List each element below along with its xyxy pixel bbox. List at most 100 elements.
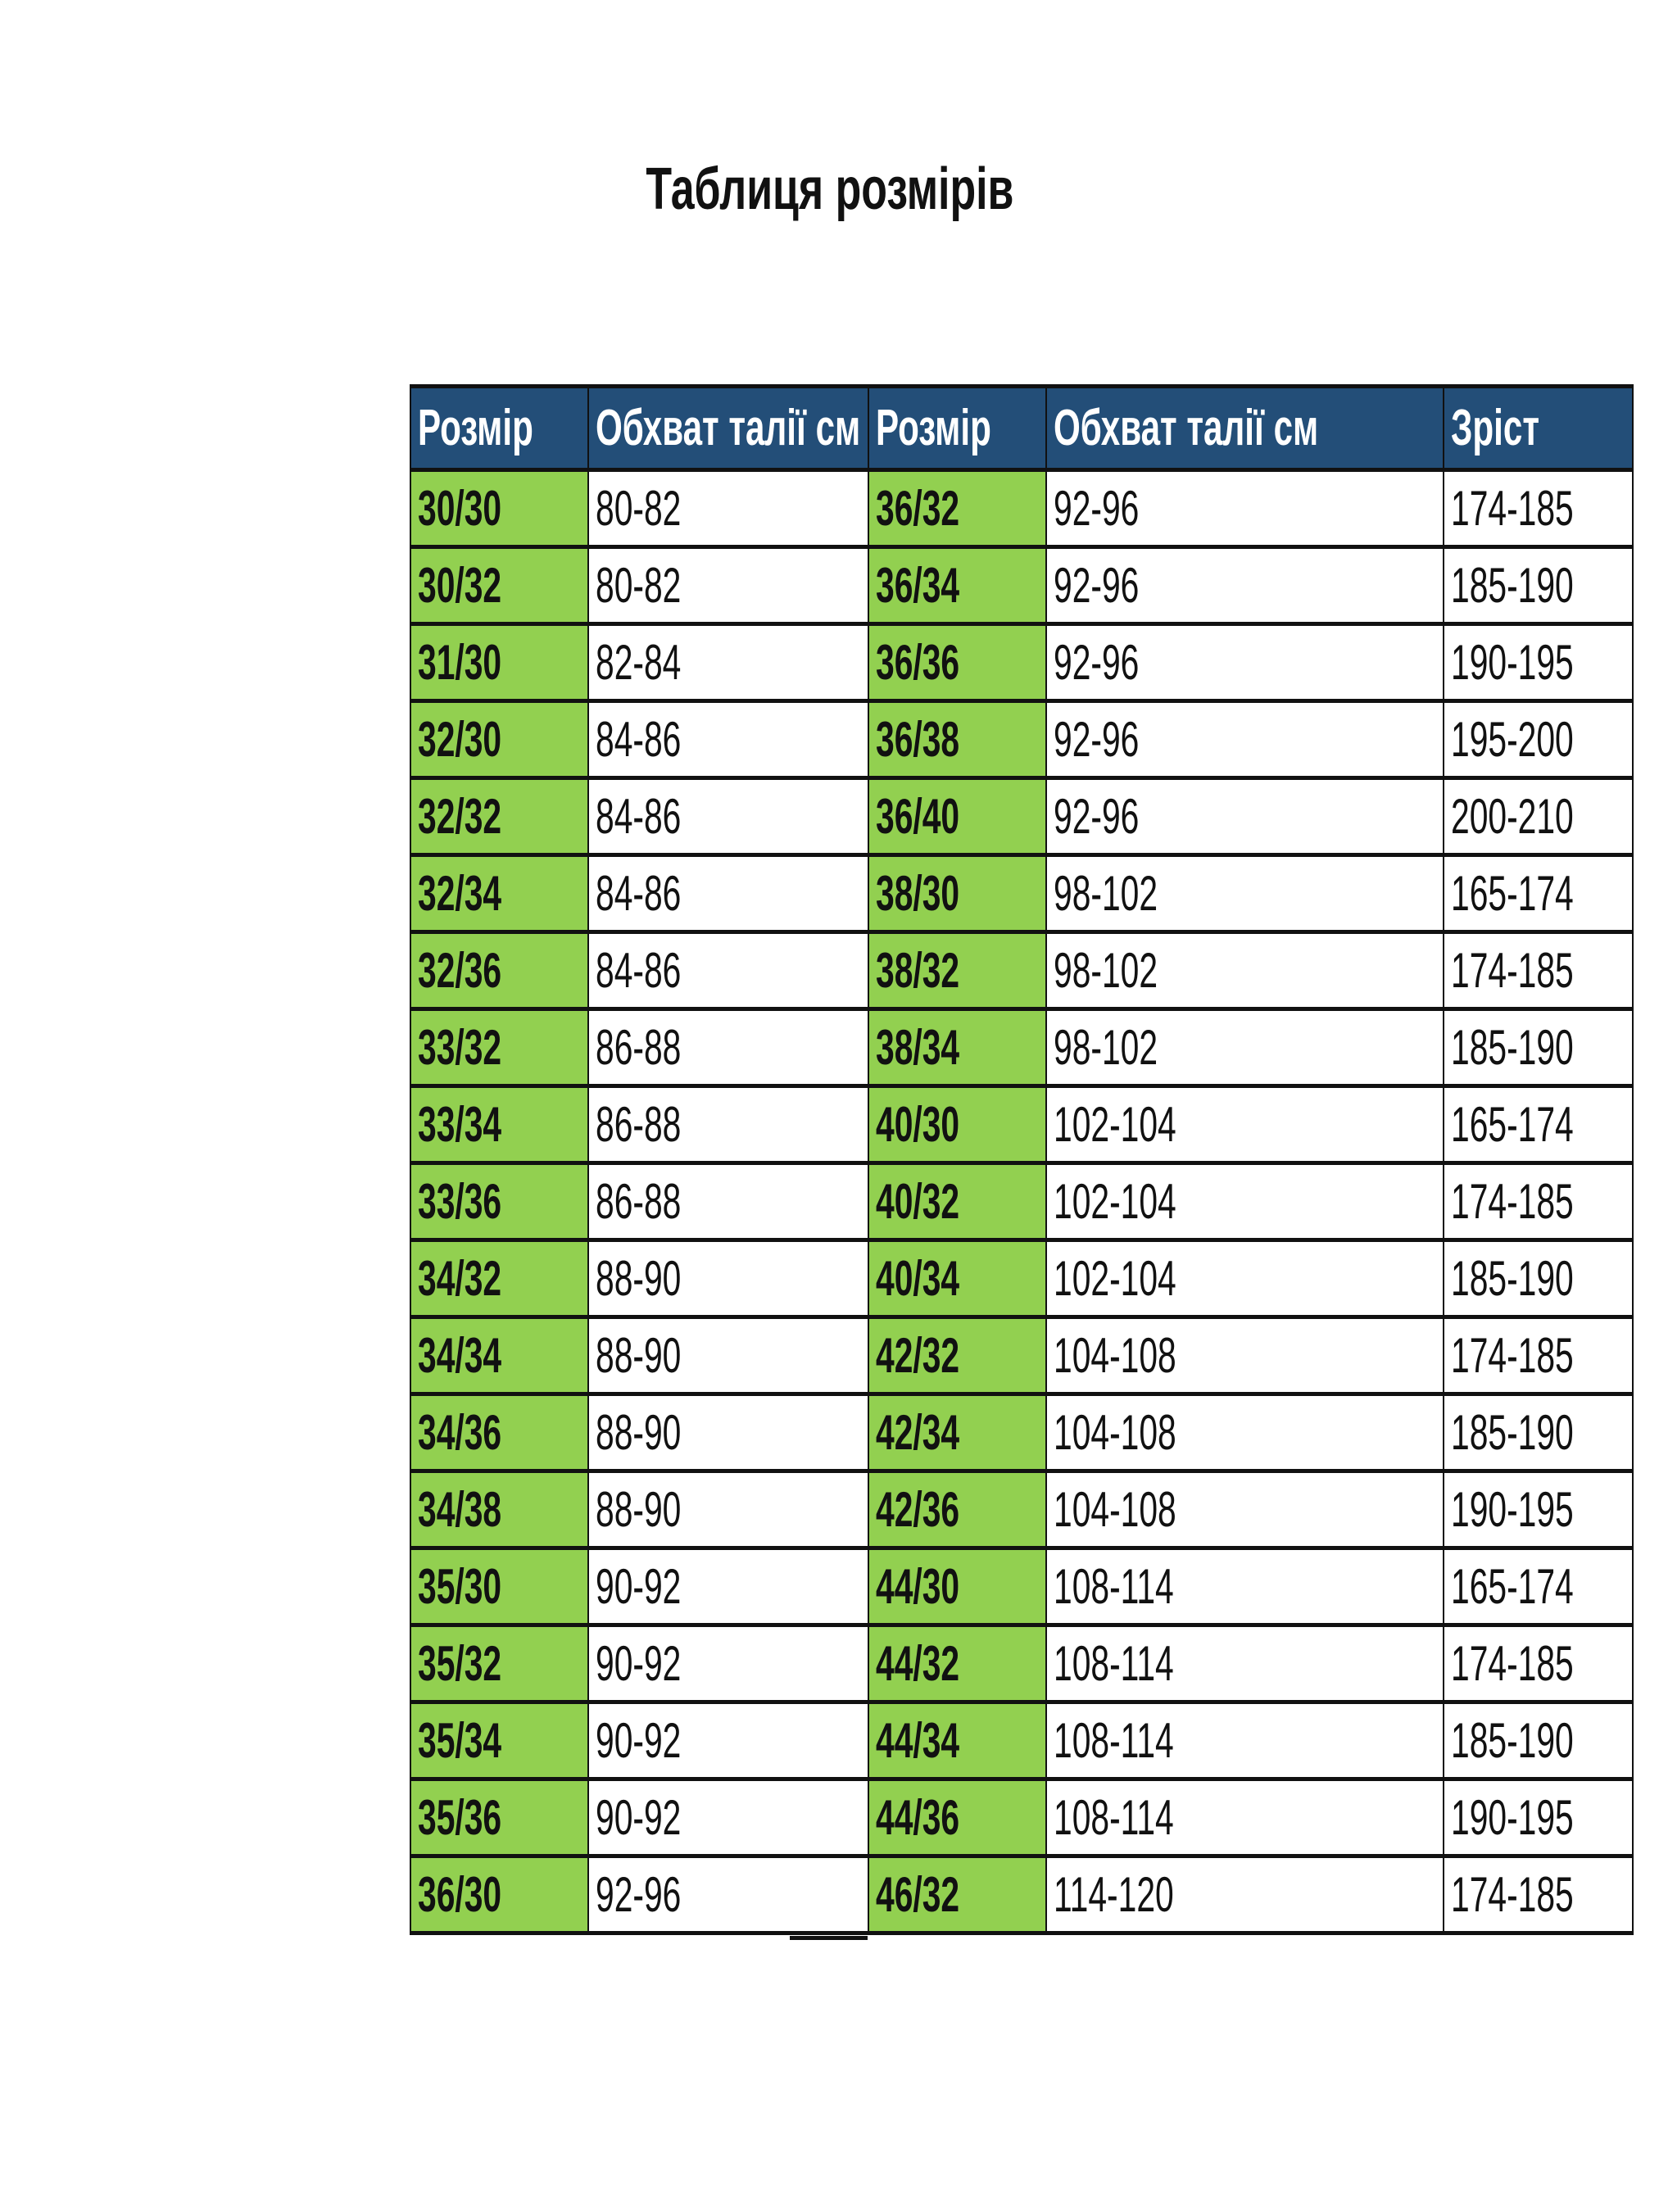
height-cell: 190-195 [1443, 1779, 1634, 1858]
size-cell: 40/32 [867, 1163, 1048, 1242]
waist-cell: 92-96 [1045, 469, 1445, 549]
size-cell: 32/32 [409, 777, 590, 857]
height-cell: 185-190 [1443, 1702, 1634, 1781]
table-row: 40/32 102-104 174-185 [867, 1163, 1634, 1242]
size-cell: 34/36 [409, 1394, 590, 1473]
size-cell: 36/38 [867, 700, 1048, 780]
height-cell: 190-195 [1443, 623, 1634, 703]
table-row: 36/40 92-96 200-210 [867, 777, 1634, 857]
size-table-right: Розмір Обхват талії см Зріст 36/32 92-96 1… [867, 384, 1634, 1935]
table-row: 38/30 98-102 165-174 [867, 854, 1634, 934]
header-height: Зріст [1443, 386, 1634, 472]
waist-cell: 92-96 [1045, 777, 1445, 857]
header-size: Розмір [409, 386, 590, 472]
size-cell: 44/36 [867, 1779, 1048, 1858]
table-row: 40/34 102-104 185-190 [867, 1240, 1634, 1319]
size-cell: 35/36 [409, 1779, 590, 1858]
table-row: 38/34 98-102 185-190 [867, 1009, 1634, 1088]
size-cell: 38/30 [867, 854, 1048, 934]
size-cell: 42/32 [867, 1317, 1048, 1396]
height-cell: 174-185 [1443, 1856, 1634, 1935]
table-row: 44/36 108-114 190-195 [867, 1779, 1634, 1858]
table-row: 44/34 108-114 185-190 [867, 1702, 1634, 1781]
table-row: 46/32 114-120 174-185 [867, 1856, 1634, 1935]
height-cell: 185-190 [1443, 1394, 1634, 1473]
size-cell: 30/30 [409, 469, 590, 549]
waist-cell: 114-120 [1045, 1856, 1445, 1935]
size-cell: 36/34 [867, 546, 1048, 626]
table-row: 44/30 108-114 165-174 [867, 1548, 1634, 1627]
table-row: 36/38 92-96 195-200 [867, 700, 1634, 780]
waist-cell: 92-96 [1045, 700, 1445, 780]
table-row: 40/30 102-104 165-174 [867, 1086, 1634, 1165]
waist-cell: 108-114 [1045, 1702, 1445, 1781]
size-cell: 35/34 [409, 1702, 590, 1781]
size-cell: 40/30 [867, 1086, 1048, 1165]
header-size: Розмір [867, 386, 1048, 472]
table-row: 36/36 92-96 190-195 [867, 623, 1634, 703]
height-cell: 174-185 [1443, 1625, 1634, 1704]
table-row: 44/32 108-114 174-185 [867, 1625, 1634, 1704]
size-cell: 38/34 [867, 1009, 1048, 1088]
size-cell: 40/34 [867, 1240, 1048, 1319]
table-row: 42/36 104-108 190-195 [867, 1471, 1634, 1550]
waist-cell: 102-104 [1045, 1163, 1445, 1242]
waist-cell: 104-108 [1045, 1394, 1445, 1473]
size-cell: 46/32 [867, 1856, 1048, 1935]
waist-cell: 108-114 [1045, 1625, 1445, 1704]
waist-cell: 104-108 [1045, 1317, 1445, 1396]
height-cell: 185-190 [1443, 546, 1634, 626]
height-cell: 200-210 [1443, 777, 1634, 857]
page-title-text: Таблиця розмірів [645, 156, 1014, 222]
size-cell: 44/32 [867, 1625, 1048, 1704]
height-cell: 174-185 [1443, 931, 1634, 1011]
size-cell: 35/30 [409, 1548, 590, 1627]
size-cell: 30/32 [409, 546, 590, 626]
size-cell: 31/30 [409, 623, 590, 703]
header-waist: Обхват талії см [1045, 386, 1445, 472]
height-cell: 195-200 [1443, 700, 1634, 780]
size-cell: 32/30 [409, 700, 590, 780]
waist-cell: 108-114 [1045, 1779, 1445, 1858]
size-cell: 32/36 [409, 931, 590, 1011]
waist-cell: 104-108 [1045, 1471, 1445, 1550]
height-cell: 185-190 [1443, 1240, 1634, 1319]
size-cell: 38/32 [867, 931, 1048, 1011]
size-cell: 34/32 [409, 1240, 590, 1319]
height-cell: 174-185 [1443, 1163, 1634, 1242]
size-cell: 35/32 [409, 1625, 590, 1704]
table-row: 42/32 104-108 174-185 [867, 1317, 1634, 1396]
size-cell: 44/30 [867, 1548, 1048, 1627]
table-row: 42/34 104-108 185-190 [867, 1394, 1634, 1473]
waist-cell: 108-114 [1045, 1548, 1445, 1627]
page-title: Таблиця розмірів [0, 156, 1659, 223]
size-cell: 36/36 [867, 623, 1048, 703]
size-cell: 42/34 [867, 1394, 1048, 1473]
header-row: Розмір Обхват талії см Зріст [867, 386, 1634, 472]
size-cell: 33/34 [409, 1086, 590, 1165]
size-cell: 33/32 [409, 1009, 590, 1088]
size-cell: 32/34 [409, 854, 590, 934]
size-cell: 42/36 [867, 1471, 1048, 1550]
size-cell: 34/34 [409, 1317, 590, 1396]
waist-cell: 92-96 [1045, 623, 1445, 703]
table-row: 36/32 92-96 174-185 [867, 469, 1634, 549]
height-cell: 165-174 [1443, 854, 1634, 934]
height-cell: 165-174 [1443, 1086, 1634, 1165]
size-cell: 36/30 [409, 1856, 590, 1935]
table-row: 38/32 98-102 174-185 [867, 931, 1634, 1011]
height-cell: 174-185 [1443, 469, 1634, 549]
waist-cell: 92-96 [1045, 546, 1445, 626]
waist-cell: 102-104 [1045, 1240, 1445, 1319]
waist-cell: 102-104 [1045, 1086, 1445, 1165]
height-cell: 165-174 [1443, 1548, 1634, 1627]
size-cell: 44/34 [867, 1702, 1048, 1781]
height-cell: 174-185 [1443, 1317, 1634, 1396]
waist-cell: 98-102 [1045, 931, 1445, 1011]
table-row: 36/34 92-96 185-190 [867, 546, 1634, 626]
waist-cell: 98-102 [1045, 854, 1445, 934]
waist-cell: 98-102 [1045, 1009, 1445, 1088]
height-cell: 190-195 [1443, 1471, 1634, 1550]
size-cell: 34/38 [409, 1471, 590, 1550]
size-cell: 36/40 [867, 777, 1048, 857]
